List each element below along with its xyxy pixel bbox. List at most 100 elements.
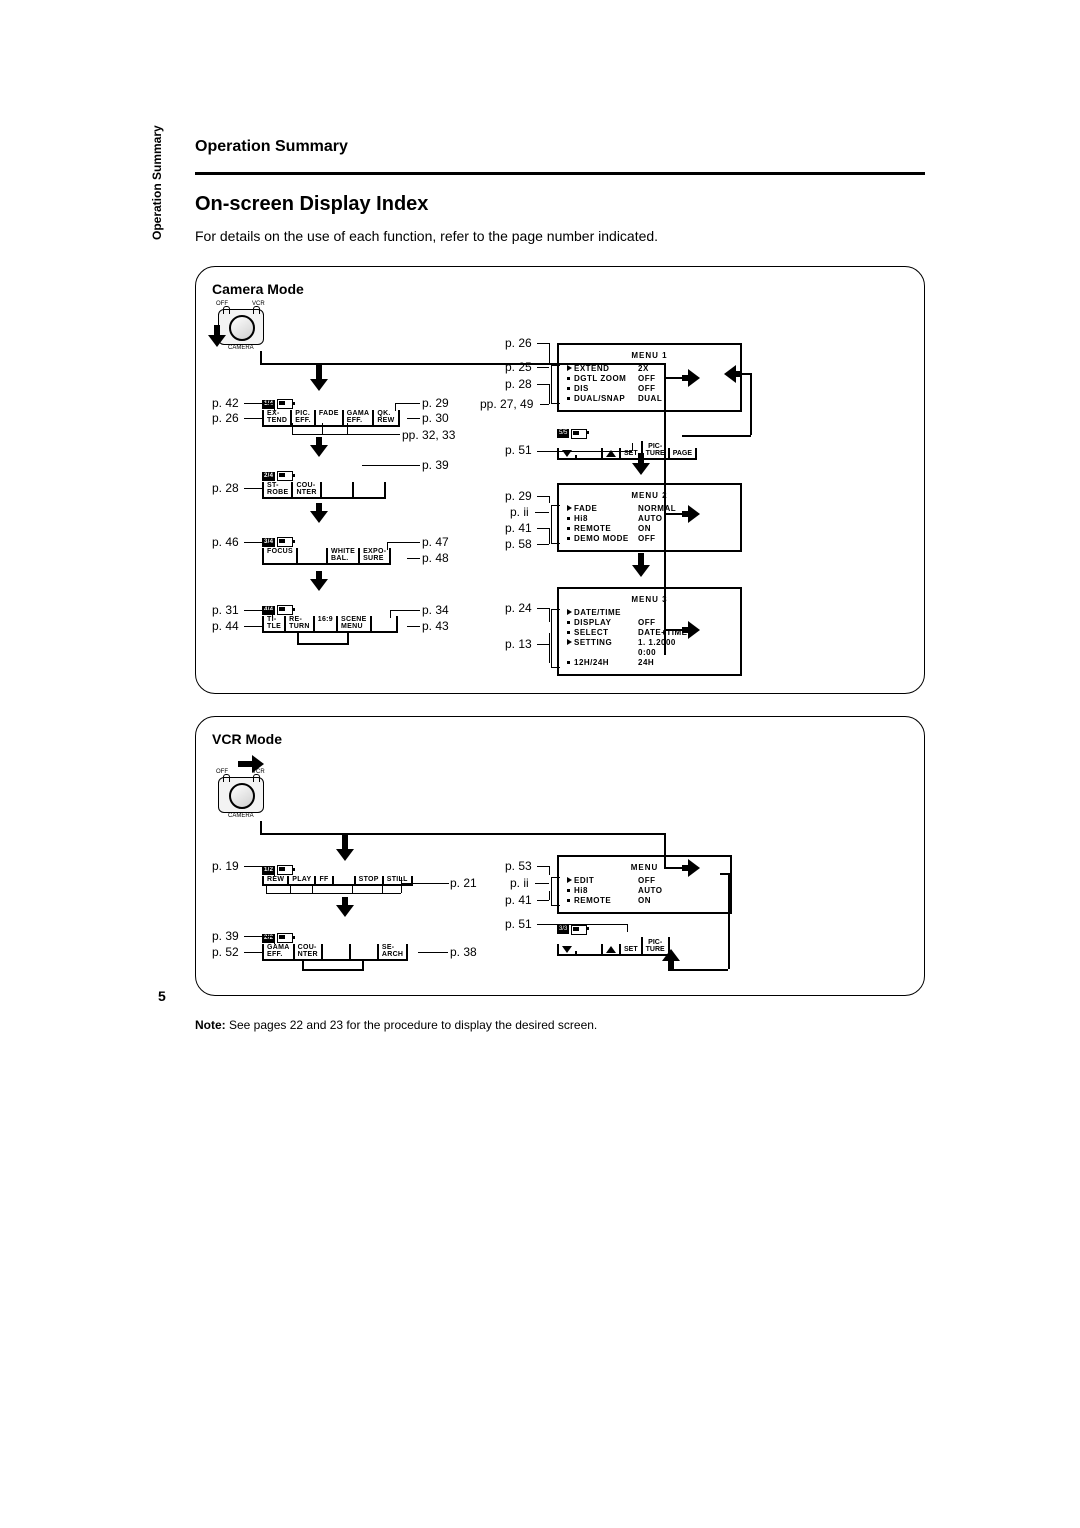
menu-item: DATE/TIME bbox=[574, 608, 621, 618]
connector bbox=[537, 644, 549, 645]
connector bbox=[297, 633, 299, 645]
page-ref: p. 38 bbox=[450, 945, 477, 959]
connector bbox=[244, 488, 264, 489]
osd-item bbox=[296, 548, 326, 563]
footnote-prefix: Note: bbox=[195, 1018, 229, 1032]
connector bbox=[537, 528, 549, 529]
vcr-mode-panel: VCR Mode OFF VCR CAMERA bbox=[195, 716, 925, 996]
connector bbox=[540, 404, 549, 405]
connector bbox=[418, 952, 448, 953]
connector bbox=[274, 403, 275, 411]
page-ref: p. 30 bbox=[422, 411, 449, 425]
connector bbox=[390, 610, 420, 611]
connector bbox=[537, 924, 627, 925]
connector bbox=[297, 643, 347, 645]
nav-set: SET bbox=[619, 944, 641, 954]
connector bbox=[549, 866, 550, 875]
page-ref: p. 46 bbox=[212, 535, 239, 549]
page-badge-icon: 1/4 bbox=[262, 399, 293, 409]
camera-mode-title: Camera Mode bbox=[212, 281, 908, 297]
osd-item: WHITE BAL. bbox=[326, 548, 358, 563]
page-ref: p. 24 bbox=[505, 601, 532, 615]
connector bbox=[537, 384, 549, 385]
divider bbox=[195, 172, 925, 175]
page-ref: p. 58 bbox=[505, 537, 532, 551]
osd-item: PIC. EFF. bbox=[290, 410, 314, 425]
page-badge-icon: 2/4 bbox=[262, 471, 293, 481]
page-ref: p. 25 bbox=[505, 360, 532, 374]
page-root: Operation Summary 5 Operation Summary On… bbox=[0, 0, 1080, 1528]
connector bbox=[290, 885, 291, 893]
page-number: 5 bbox=[158, 988, 166, 1004]
connector bbox=[352, 885, 353, 893]
page-ref: pp. 32, 33 bbox=[402, 428, 455, 442]
menu-2-box: MENU 2 FADENORMAL Hi8AUTO REMOTEON DEMO … bbox=[557, 483, 742, 552]
connector bbox=[632, 443, 633, 451]
connector bbox=[537, 866, 549, 867]
menu-val: OFF bbox=[638, 876, 656, 886]
osd-item: RE- TURN bbox=[284, 616, 313, 631]
connector bbox=[682, 435, 751, 437]
page-ref: p. 53 bbox=[505, 859, 532, 873]
page-ref: p. 43 bbox=[422, 619, 449, 633]
menu-title: MENU bbox=[567, 863, 722, 872]
arrow-icon bbox=[662, 949, 680, 971]
connector bbox=[302, 969, 362, 971]
connector bbox=[549, 496, 550, 503]
page-ref: p. 41 bbox=[505, 893, 532, 907]
section-header: Operation Summary bbox=[195, 138, 925, 156]
dial-label-camera: CAMERA bbox=[228, 345, 254, 351]
page-ref: p. 19 bbox=[212, 859, 239, 873]
page-ref: p. 28 bbox=[505, 377, 532, 391]
arrow-icon bbox=[632, 553, 650, 577]
osd-item bbox=[370, 616, 396, 631]
connector bbox=[322, 423, 323, 434]
menu-item: SELECT bbox=[574, 628, 609, 638]
osd-bar-1: 1/4 EX- TEND PIC. EFF. FADE GAMA EFF. QK… bbox=[262, 399, 400, 427]
page-ref: p. 28 bbox=[212, 481, 239, 495]
connector bbox=[387, 542, 388, 550]
menu-item: 12H/24H bbox=[574, 658, 609, 668]
connector bbox=[535, 883, 549, 884]
bracket-icon bbox=[551, 609, 560, 668]
menu-item: DISPLAY bbox=[574, 618, 611, 628]
connector bbox=[537, 367, 549, 368]
menu-title: MENU 2 bbox=[567, 491, 732, 500]
page-ref: p. 34 bbox=[422, 603, 449, 617]
connector bbox=[244, 403, 274, 404]
menu-val: OFF bbox=[638, 618, 656, 628]
menu-3-box: MENU 3 DATE/TIME DISPLAYOFF SELECTDATE+T… bbox=[557, 587, 742, 676]
connector bbox=[668, 969, 728, 971]
bracket-icon bbox=[551, 365, 560, 404]
connector bbox=[549, 343, 550, 364]
arrow-icon bbox=[336, 833, 354, 861]
page-ref: p. 21 bbox=[450, 876, 477, 890]
menu-val: OFF bbox=[638, 384, 656, 394]
menu-item: DIS bbox=[574, 384, 589, 394]
menu-val: AUTO bbox=[638, 514, 663, 524]
dial-label-camera: CAMERA bbox=[228, 813, 254, 819]
page-ref: p. ii bbox=[510, 505, 529, 519]
connector bbox=[720, 873, 728, 875]
vcr-mode-title: VCR Mode bbox=[212, 731, 908, 747]
intro-text: For details on the use of each function,… bbox=[195, 228, 925, 244]
osd-item: COU- NTER bbox=[293, 944, 321, 959]
osd-item: ST- ROBE bbox=[262, 482, 291, 497]
menu-item: SETTING bbox=[574, 638, 612, 648]
connector bbox=[750, 373, 752, 435]
connector bbox=[302, 959, 304, 971]
arrow-icon bbox=[310, 571, 328, 591]
vcr-menu-box: MENU EDITOFF Hi8AUTO REMOTEON bbox=[557, 855, 732, 914]
osd-item: FADE bbox=[314, 410, 342, 425]
connector bbox=[537, 496, 549, 497]
menu-title: MENU 3 bbox=[567, 595, 732, 604]
connector bbox=[244, 952, 264, 953]
connector bbox=[347, 423, 348, 434]
osd-item: EX- TEND bbox=[262, 410, 290, 425]
connector bbox=[537, 343, 549, 344]
osd-item: TI- TLE bbox=[262, 616, 284, 631]
osd-item bbox=[349, 944, 377, 959]
connector bbox=[382, 885, 383, 893]
connector bbox=[549, 528, 550, 544]
connector bbox=[401, 877, 402, 893]
